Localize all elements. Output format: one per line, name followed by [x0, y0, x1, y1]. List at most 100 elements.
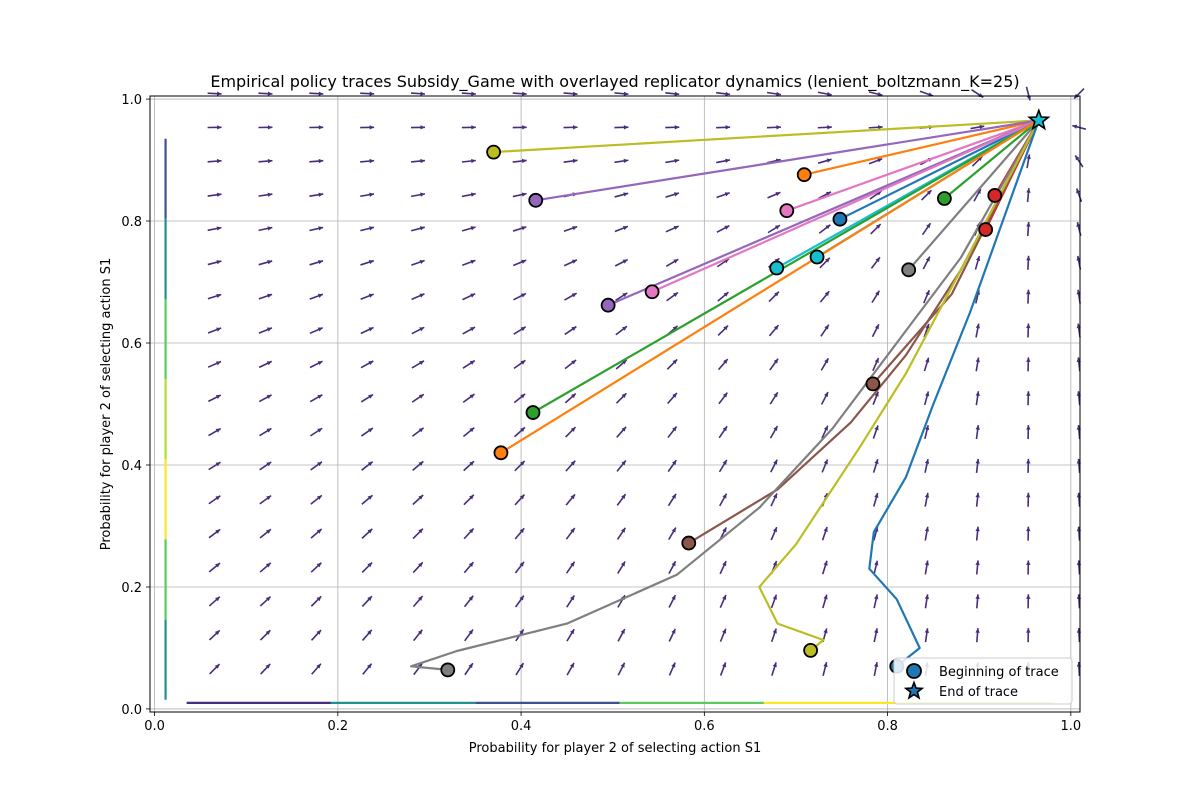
field-arrow-head [874, 459, 879, 465]
y-tick-label: 0.8 [121, 215, 142, 230]
field-arrow-head [672, 359, 678, 365]
field-arrow-head [772, 662, 777, 668]
field-arrow-head [926, 223, 931, 229]
y-tick-label: 0.0 [121, 703, 142, 718]
field-arrow-head [570, 561, 575, 567]
x-axis-label: Probability for player 2 of selecting ac… [469, 741, 761, 756]
field-arrow-head [1076, 188, 1081, 194]
field-arrow-head [318, 125, 324, 130]
field-arrow-head [367, 663, 372, 669]
field-arrow-head [367, 629, 372, 635]
field-arrow-head [725, 91, 731, 97]
field-arrow-head [266, 495, 272, 501]
trace-start-marker [978, 222, 994, 237]
field-arrow-head [468, 595, 474, 601]
trace-start-marker [486, 144, 501, 160]
field-arrow-head [573, 125, 578, 130]
field-arrow-head [672, 392, 677, 398]
field-arrow-head [1026, 289, 1031, 295]
field-arrow-head [571, 293, 577, 298]
field-arrow-head [623, 91, 629, 96]
field-arrow-head [874, 324, 879, 330]
field-arrow-head [318, 91, 324, 96]
field-arrow-head [773, 358, 779, 364]
field-arrow-head [925, 391, 930, 397]
field-arrow-head [874, 357, 879, 363]
policy-trace-line [532, 119, 1040, 414]
trace-start-marker [901, 262, 917, 278]
field-arrow-head [367, 596, 372, 601]
field-arrow-head [674, 158, 680, 163]
trace-end-star [1027, 108, 1051, 131]
policy-trace-line [803, 119, 1040, 176]
field-arrow-head [721, 662, 727, 668]
field-arrow-head [823, 662, 828, 668]
field-arrow-head [674, 192, 679, 197]
field-arrow-head [925, 256, 930, 262]
field-arrow-head [979, 124, 985, 130]
field-arrow-head [620, 561, 626, 567]
field-arrow-head [469, 461, 475, 466]
field-arrow-head [571, 326, 577, 331]
field-arrow-head [671, 662, 676, 668]
field-arrow-head [673, 292, 678, 297]
field-arrow-head [471, 158, 476, 164]
field-arrow-head [1075, 155, 1080, 161]
field-arrow-head [1026, 560, 1031, 565]
field-arrow-head [924, 628, 930, 633]
field-arrow-head [215, 428, 221, 433]
field-arrow-head [215, 495, 221, 501]
trace-start-marker [832, 211, 848, 227]
x-tick-label: 0.0 [144, 719, 165, 734]
field-arrow-head [1072, 124, 1078, 129]
field-arrow-head [469, 427, 475, 433]
policy-trace-line [943, 119, 1040, 200]
field-arrow-head [217, 125, 222, 130]
field-arrow-head [471, 91, 476, 96]
field-arrow-head [569, 629, 575, 635]
field-arrow-head [318, 260, 324, 265]
field-arrow-head [722, 628, 727, 634]
field-arrow-head [977, 156, 983, 162]
field-arrow-head [267, 91, 273, 96]
field-arrow-head [877, 158, 883, 163]
field-arrow-head [975, 256, 981, 262]
field-arrow-head [622, 292, 628, 298]
field-arrow-head [215, 462, 221, 467]
field-arrow-head [318, 158, 324, 164]
x-axis-ticks: 0.0 0.2 0.4 0.6 0.8 1.0 [144, 712, 1081, 734]
field-arrow-head [469, 360, 475, 365]
field-arrow-head [369, 158, 375, 164]
field-arrow-head [723, 325, 729, 331]
field-arrow-head [874, 560, 879, 566]
field-arrow-head [1026, 188, 1031, 193]
field-arrow-head [368, 259, 374, 265]
field-arrow-head [671, 595, 676, 601]
field-arrow-head [926, 190, 932, 195]
field-arrow-head [418, 495, 424, 500]
field-arrow-head [925, 357, 930, 363]
field-arrow-head [1026, 323, 1031, 329]
field-arrow-head [1026, 458, 1031, 464]
field-arrow-head [724, 192, 730, 197]
trace-start-marker [528, 192, 544, 208]
field-arrow-head [420, 158, 425, 164]
field-arrow-head [671, 527, 676, 533]
field-arrow-head [722, 561, 727, 567]
field-arrow-head [874, 391, 879, 397]
field-arrow-head [521, 158, 527, 164]
field-arrow-head [975, 458, 980, 464]
field-arrow-head [214, 664, 220, 669]
field-arrow-head [874, 594, 879, 600]
field-arrow-head [875, 224, 881, 229]
field-arrow-head [723, 292, 729, 297]
field-arrow-head [266, 428, 272, 433]
field-arrow-head [875, 290, 880, 296]
field-arrow-head [671, 493, 677, 499]
field-arrow-head [824, 358, 829, 364]
field-arrow-head [924, 526, 930, 532]
y-tick-label: 0.4 [121, 459, 142, 474]
field-arrow-head [775, 192, 781, 197]
field-arrow-head [571, 360, 577, 365]
field-arrow-head [823, 459, 828, 465]
